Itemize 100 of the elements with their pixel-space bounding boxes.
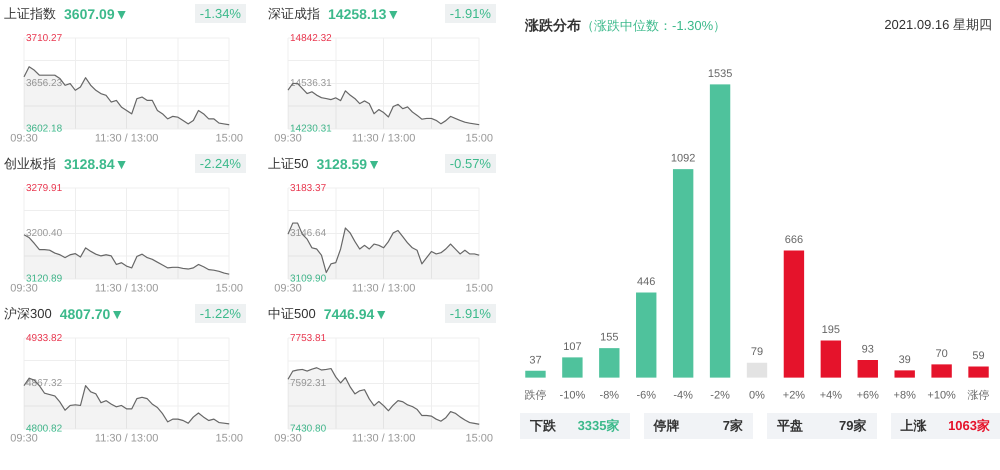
y-tick-label: 3602.18 [26,124,63,135]
chart-title: 深证成指 [268,5,320,23]
text: 7家 [722,417,743,435]
y-tick-label: 3279.91 [26,182,63,194]
text: 2021.09.16 星期四 [884,16,992,34]
x-tick-label: +6% [856,389,880,402]
x-tick-label: -6% [636,389,656,402]
x-tick-label: 09:30 [10,132,38,144]
bar [636,292,656,378]
chart-title: 中证500 [268,305,316,323]
y-tick-label: 3656.23 [26,78,63,90]
data-label: 107 [563,340,582,353]
bar [672,169,694,378]
x-tick-label: 15:00 [215,132,243,144]
text: -0.57% [444,154,496,173]
text: -1.91% [444,304,496,323]
data-label: 155 [600,332,618,344]
bar [968,366,989,378]
y-tick-label: 14536.31 [290,78,332,90]
y-tick-label: 7753.81 [290,332,327,344]
chart-title: 涨跌分布 [525,17,581,35]
bar [931,364,952,378]
x-tick-label: 0% [749,389,766,402]
x-tick-label: 11:30 / 13:00 [94,282,158,294]
data-label: 59 [972,350,985,362]
bar [599,348,620,378]
data-label: 666 [784,234,804,246]
x-tick-label: 09:30 [274,432,302,444]
chart-subtitle: 3128.84▼ [64,156,128,172]
y-tick-label: 3120.89 [26,274,63,285]
text: 1063家 [948,417,990,435]
chart-title: 创业板指 [4,155,56,173]
x-tick-label: 11:30 / 13:00 [94,132,158,144]
text: 79家 [839,417,866,435]
chart-title: 上证50 [268,155,308,173]
x-tick-label: 11:30 / 13:00 [94,432,158,444]
y-tick-label: 14842.32 [290,32,332,44]
text: -2.24% [194,154,246,173]
bar [710,84,730,378]
data-label: 79 [750,346,764,358]
y-tick-label: 7592.31 [290,378,327,390]
text: -1.22% [194,304,246,323]
bar [858,360,878,378]
data-label: 1535 [708,68,732,80]
data-label: 70 [935,348,948,360]
bar [820,340,842,378]
chart-subtitle: 14258.13▼ [328,6,400,22]
x-tick-label: 11:30 / 13:00 [352,432,416,444]
data-label: 93 [862,344,874,356]
x-tick-label: 09:30 [10,282,38,294]
x-tick-label: -2% [710,389,730,402]
data-label: 37 [529,354,542,366]
x-tick-label: 15:00 [465,132,493,144]
y-tick-label: 3109.90 [290,274,327,285]
text: -1.34% [194,4,246,23]
x-tick-label: +8% [894,389,916,402]
text: 上涨 [900,417,926,435]
y-tick-label: 14230.31 [290,124,332,135]
x-tick-label: -8% [600,389,620,402]
chart-subtitle: （涨跌中位数：-1.30%） [581,17,726,35]
chart-subtitle: 4807.70▼ [60,306,124,322]
x-tick-label: 09:30 [274,132,302,144]
data-label: 195 [822,324,840,336]
bar [525,370,546,378]
data-label: 446 [637,276,656,288]
y-tick-label: 3710.27 [26,32,63,44]
text: 停牌 [654,417,680,435]
x-tick-label: 涨停 [968,389,990,402]
x-tick-label: +10% [927,389,956,402]
chart-subtitle: 7446.94▼ [324,306,388,322]
x-tick-label: +4% [820,389,842,402]
x-tick-label: 跌停 [524,389,546,402]
text: 3335家 [578,417,620,435]
text: 下跌 [530,417,556,435]
bar [784,250,804,378]
x-tick-label: -10% [560,389,586,402]
data-label: 1092 [670,152,696,165]
x-tick-label: 09:30 [274,282,302,294]
data-label: 39 [898,354,911,366]
x-tick-label: 15:00 [215,432,243,444]
y-tick-label: 7430.80 [290,424,327,435]
x-tick-label: +2% [782,389,806,402]
y-tick-label: 4800.82 [26,424,63,435]
chart-title: 沪深300 [4,305,52,323]
y-tick-label: 3200.40 [26,228,63,240]
chart-subtitle: 3607.09▼ [64,6,128,22]
x-tick-label: 15:00 [465,432,493,444]
text: -1.91% [444,4,496,23]
bar [894,370,915,378]
x-tick-label: 15:00 [465,282,493,294]
y-tick-label: 3183.37 [290,182,327,194]
text: 平盘 [777,417,803,435]
chart-subtitle: 3128.59▼ [316,156,381,172]
bar [562,357,583,378]
bar [746,362,768,378]
y-tick-label: 4933.82 [26,332,63,344]
x-tick-label: 11:30 / 13:00 [352,132,416,144]
x-tick-label: 15:00 [215,282,243,294]
x-tick-label: 09:30 [10,432,38,444]
chart-title: 上证指数 [4,5,56,23]
